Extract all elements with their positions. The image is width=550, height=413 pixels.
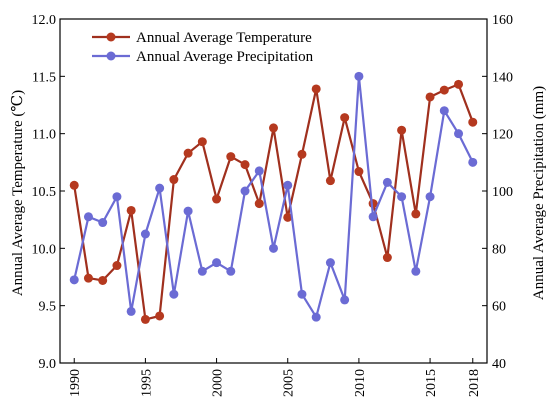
data-point-precipitation — [382, 177, 392, 187]
data-point-temperature — [411, 209, 421, 219]
data-point-temperature — [425, 92, 435, 102]
data-point-precipitation — [183, 206, 193, 216]
data-point-precipitation — [140, 229, 150, 239]
data-point-precipitation — [69, 275, 79, 285]
data-point-precipitation — [397, 192, 407, 202]
series-layer — [69, 71, 478, 324]
data-point-temperature — [283, 212, 293, 222]
y-right-tick-label: 140 — [492, 70, 513, 85]
y-axis-right-title: Annual Average Precipitation (mm) — [531, 86, 547, 300]
data-point-temperature — [183, 148, 193, 158]
data-point-precipitation — [454, 129, 464, 139]
data-point-temperature — [354, 167, 364, 177]
y-left-tick-label: 10.0 — [32, 242, 57, 257]
y-right-tick-label: 160 — [492, 13, 513, 28]
y-right-tick-label: 100 — [492, 185, 513, 200]
x-tick-label: 2000 — [211, 369, 226, 397]
data-point-precipitation — [297, 289, 307, 299]
data-point-temperature — [140, 314, 150, 324]
data-point-precipitation — [425, 192, 435, 202]
data-point-temperature — [297, 149, 307, 159]
series-line-temperature — [73, 83, 474, 321]
data-point-precipitation — [212, 258, 222, 268]
data-point-precipitation — [354, 71, 364, 81]
data-point-precipitation — [283, 180, 293, 190]
data-point-precipitation — [311, 312, 321, 322]
data-point-precipitation — [169, 289, 179, 299]
data-point-temperature — [311, 84, 321, 94]
data-point-temperature — [126, 205, 136, 215]
y-left-tick-label: 12.0 — [32, 13, 57, 28]
data-point-precipitation — [325, 258, 335, 268]
legend-precipitation-label: Annual Average Precipitation — [136, 49, 314, 65]
data-point-precipitation — [439, 106, 449, 116]
y-right-tick-label: 80 — [492, 242, 506, 257]
data-point-precipitation — [340, 295, 350, 305]
y-left-tick-label: 9.5 — [39, 300, 57, 315]
axes: 9.0 9.5 10.0 10.5 11.0 11.5 12.0 40 60 80 100 120 14… — [32, 13, 514, 397]
y-left-tick-label: 11.0 — [32, 128, 56, 143]
x-tick-label: 1995 — [139, 369, 154, 397]
data-point-precipitation — [83, 212, 93, 222]
x-tick-label: 1990 — [68, 369, 83, 397]
legend: Annual Average Temperature Annual Averag… — [92, 30, 314, 65]
data-point-precipitation — [269, 243, 278, 253]
data-point-precipitation — [126, 306, 136, 316]
data-point-temperature — [454, 79, 464, 89]
data-point-temperature — [382, 253, 392, 263]
data-point-temperature — [254, 199, 264, 209]
data-point-precipitation — [240, 186, 250, 196]
y-right-tick-label: 60 — [492, 300, 506, 315]
x-tick-label: 2005 — [282, 369, 297, 397]
legend-temperature-label: Annual Average Temperature — [136, 30, 312, 46]
x-tick-label: 2018 — [467, 369, 482, 397]
data-point-temperature — [269, 123, 278, 133]
data-point-temperature — [197, 137, 207, 147]
data-point-precipitation — [155, 183, 165, 193]
data-point-temperature — [155, 311, 165, 321]
data-point-precipitation — [368, 212, 378, 222]
data-point-precipitation — [112, 192, 122, 202]
legend-precipitation-marker — [106, 51, 116, 61]
legend-temperature-marker — [106, 32, 116, 42]
y-axis-left-title: Annual Average Temperature (℃) — [10, 90, 26, 296]
data-point-temperature — [397, 125, 407, 135]
data-point-temperature — [212, 194, 222, 204]
data-point-temperature — [98, 275, 108, 285]
y-right-tick-label: 40 — [492, 357, 506, 372]
data-point-temperature — [69, 180, 79, 190]
data-point-precipitation — [468, 157, 478, 167]
data-point-temperature — [340, 113, 350, 123]
plot-frame — [59, 18, 488, 364]
x-tick-label: 2010 — [353, 369, 368, 397]
data-point-temperature — [112, 261, 122, 271]
x-tick-label: 2015 — [424, 369, 439, 397]
data-point-temperature — [439, 85, 449, 95]
y-right-tick-label: 120 — [492, 128, 513, 143]
data-point-precipitation — [411, 266, 421, 276]
data-point-precipitation — [254, 166, 264, 176]
data-point-temperature — [226, 152, 236, 162]
data-point-temperature — [83, 273, 93, 283]
data-point-precipitation — [226, 266, 236, 276]
data-point-precipitation — [98, 218, 108, 228]
data-point-temperature — [240, 160, 250, 170]
y-left-tick-label: 9.0 — [39, 357, 57, 372]
data-point-temperature — [325, 176, 335, 186]
y-left-tick-label: 10.5 — [32, 185, 57, 200]
y-left-tick-label: 11.5 — [32, 70, 56, 85]
data-point-temperature — [468, 117, 478, 127]
data-point-precipitation — [197, 266, 207, 276]
data-point-temperature — [169, 175, 179, 185]
